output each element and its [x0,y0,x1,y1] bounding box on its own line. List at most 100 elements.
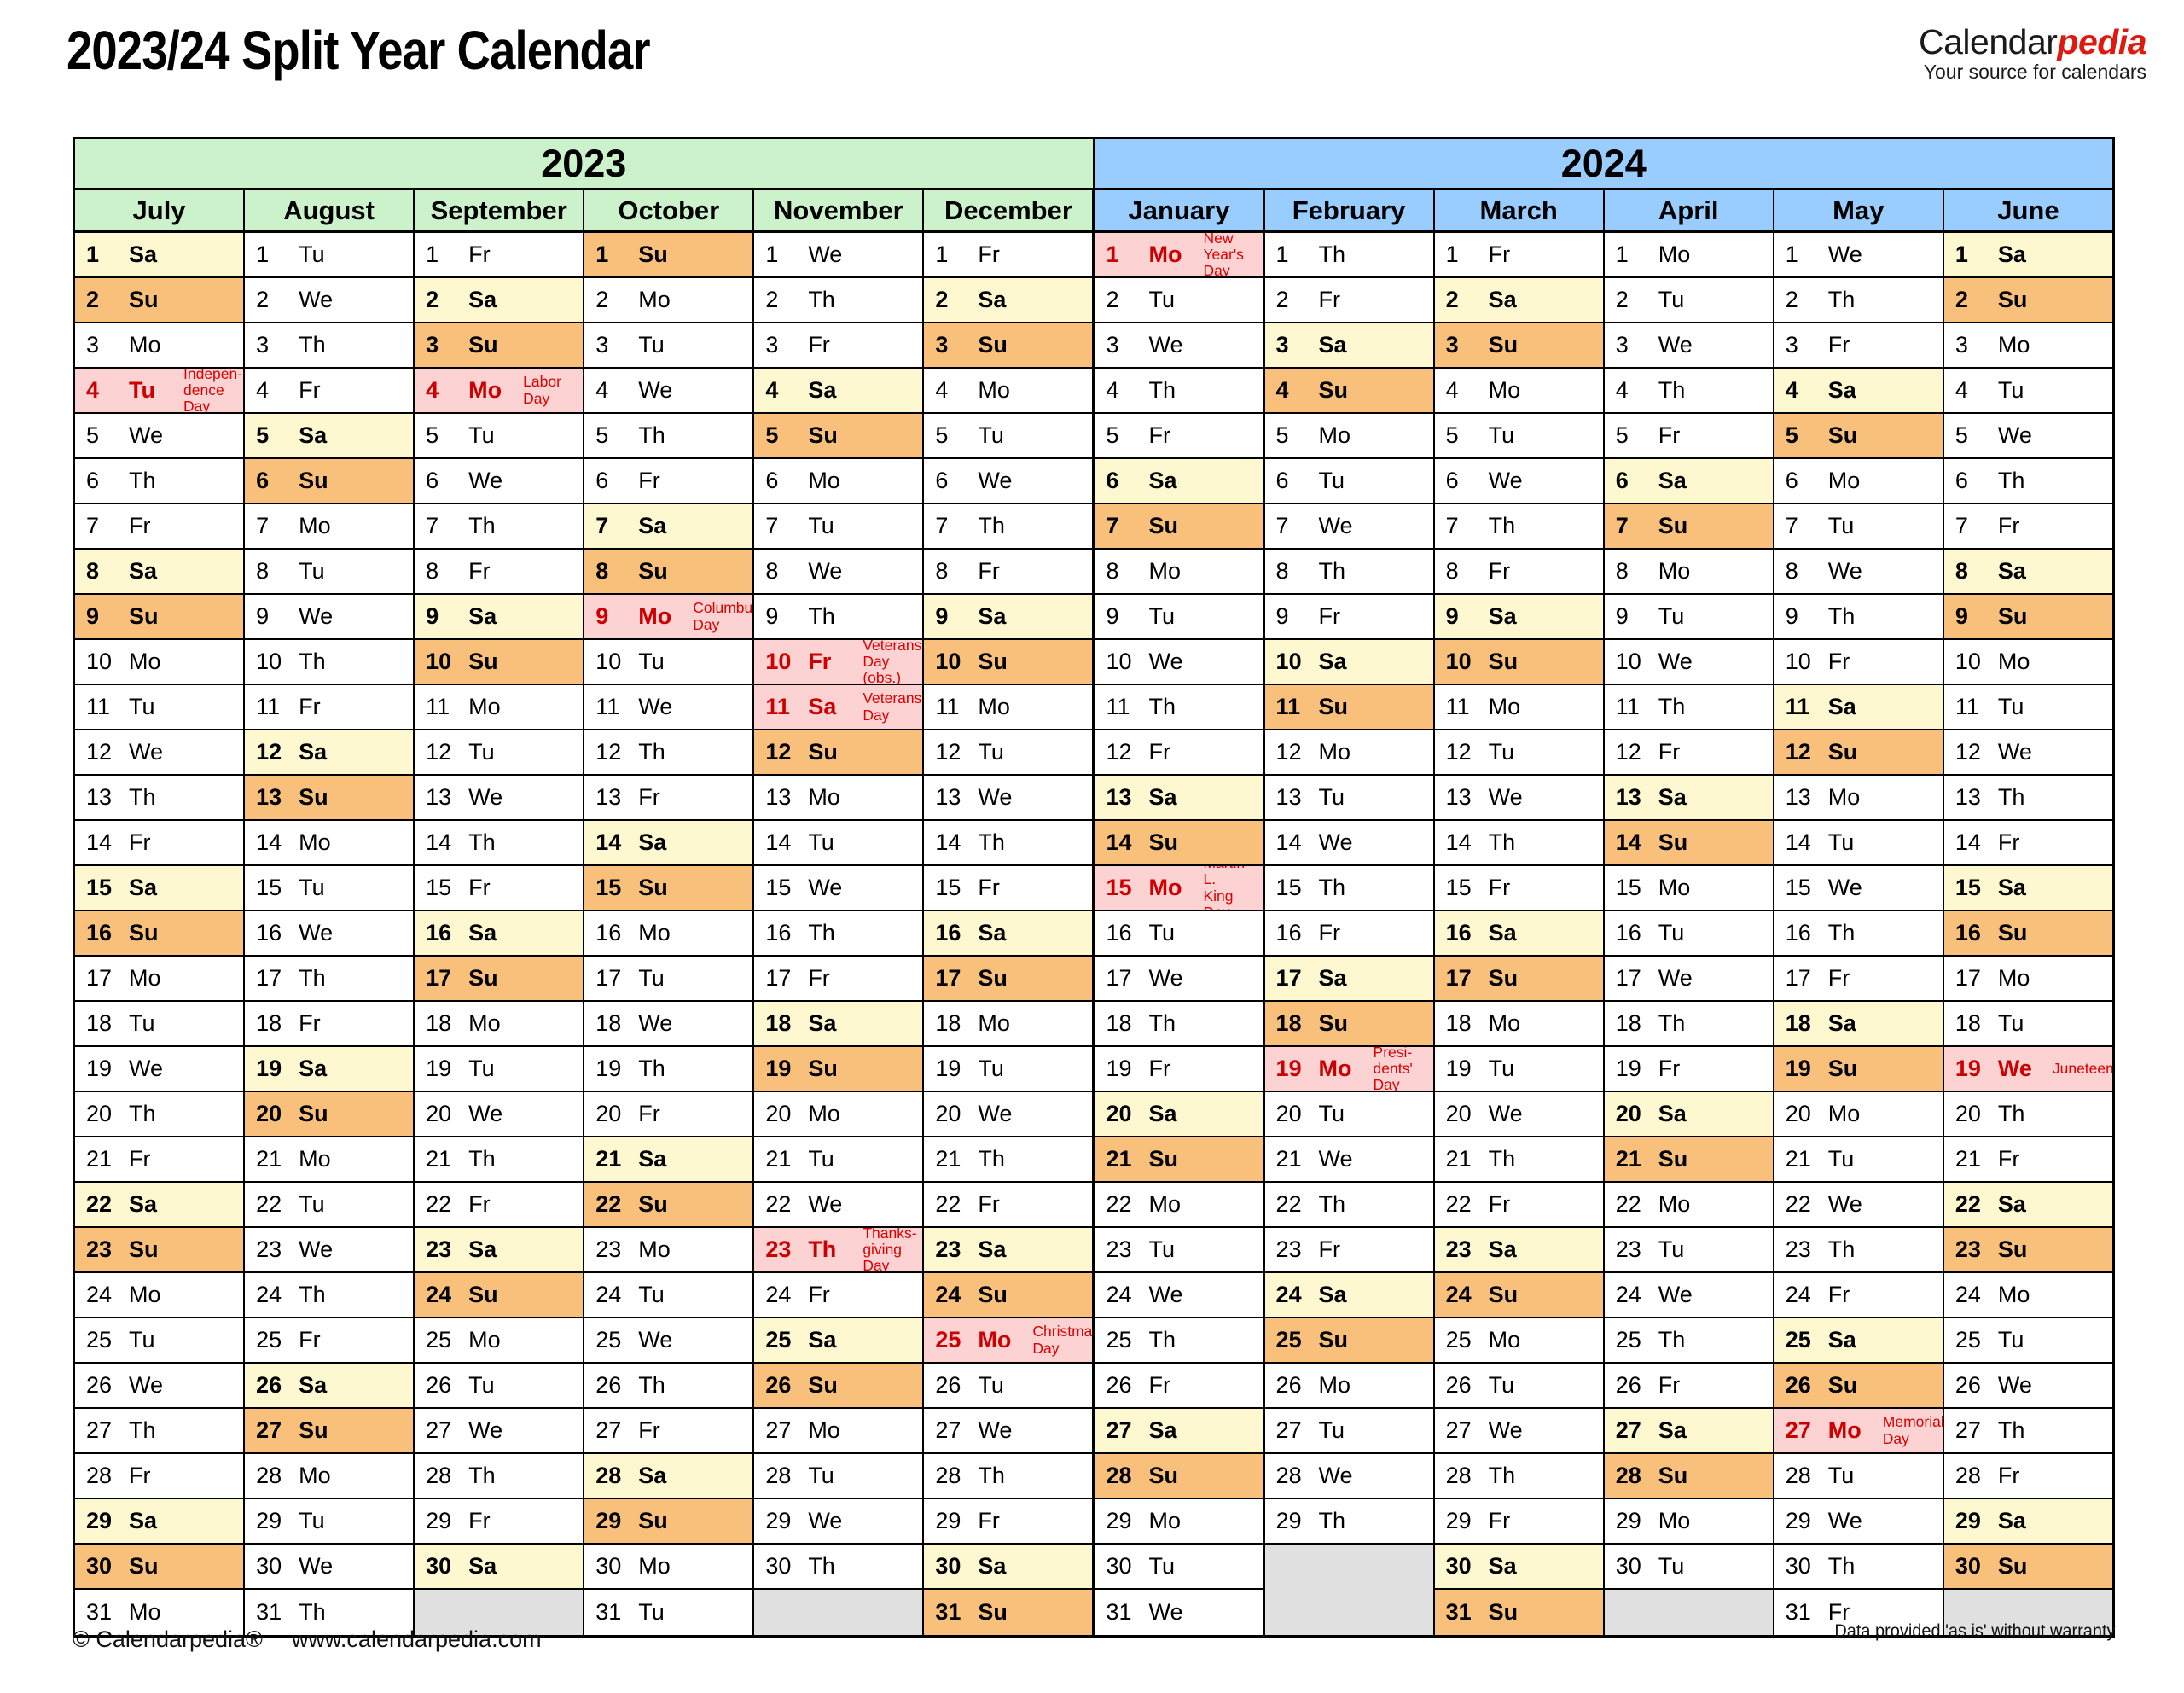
weekday-abbr: Tu [1148,287,1175,312]
day-cell-september-24: 24 Su [415,1273,584,1318]
day-cell-june-18: 18 Tu [1943,1002,2112,1047]
day-number: 18 [1106,1010,1132,1036]
weekday-abbr: Th [978,1146,1005,1172]
weekday-abbr: Fr [808,1282,830,1307]
weekday-abbr: Mo [1658,558,1691,584]
day-number: 17 [1275,965,1302,991]
holiday-label: Labor Day [523,373,561,407]
day-cell-december-25: 25 Mo Christmas Day [924,1318,1093,1364]
weekday-abbr: Sa [1148,1417,1177,1443]
day-number: 20 [595,1101,622,1126]
weekday-abbr: Mo [1148,1191,1181,1217]
day-number: 11 [595,694,620,719]
day-number: 3 [1106,332,1119,358]
weekday-abbr: Sa [978,1553,1007,1579]
day-number: 2 [1955,287,1968,312]
day-cell-may-2: 2 Th [1774,278,1943,323]
day-number: 7 [765,513,779,538]
weekday-abbr: Fr [129,513,151,538]
day-number: 24 [426,1282,452,1307]
day-number: 13 [765,784,792,810]
weekday-abbr: Sa [299,1372,328,1398]
day-cell-may-15: 15 We [1774,866,1943,911]
day-cell-december-7: 7 Th [924,504,1093,550]
day-cell-august-7: 7 Mo [245,504,414,550]
day-number: 13 [595,784,622,810]
day-cell-august-22: 22 Tu [245,1183,414,1228]
day-cell-august-15: 15 Tu [245,866,414,911]
day-cell-october-5: 5 Th [584,414,753,459]
day-cell-september-9: 9 Sa [415,595,584,640]
weekday-abbr: Tu [638,332,665,358]
day-cell-december-12: 12 Tu [924,730,1093,776]
day-cell-february-22: 22 Th [1264,1183,1433,1228]
day-number: 10 [1445,649,1472,674]
day-number: 24 [1445,1282,1472,1307]
day-number: 8 [86,558,100,584]
day-cell-february-23: 23 Fr [1264,1228,1433,1273]
holiday-label: Martin L. King Day [1203,866,1245,910]
weekday-abbr: Su [129,603,159,629]
weekday-abbr: Fr [1318,287,1341,312]
holiday-label: Columbus Day [693,599,753,633]
weekday-abbr: Mo [1488,1327,1521,1353]
day-cell-july-21: 21 Fr [75,1137,244,1183]
day-number: 17 [1785,965,1811,991]
day-number: 16 [1445,920,1472,945]
weekday-abbr: Fr [1318,603,1341,629]
day-cell-june-26: 26 We [1943,1364,2112,1409]
weekday-abbr: Su [638,241,668,267]
day-cell-december-15: 15 Fr [924,866,1093,911]
weekday-abbr: Tu [129,1327,155,1353]
day-cell-april-12: 12 Fr [1604,730,1773,776]
day-number: 5 [765,422,779,448]
day-cell-june-28: 28 Fr [1943,1454,2112,1499]
day-cell-december-13: 13 We [924,776,1093,821]
day-cell-april-10: 10 We [1604,640,1773,685]
day-cell-september-4: 4 Mo Labor Day [415,369,584,414]
day-number: 7 [935,513,949,538]
weekday-abbr: We [129,1056,164,1081]
day-number: 27 [595,1417,622,1443]
day-cell-may-10: 10 Fr [1774,640,1943,685]
weekday-abbr: Mo [129,649,161,674]
weekday-abbr: Fr [468,1508,491,1533]
weekday-abbr: Su [978,1599,1008,1625]
day-number: 10 [935,649,961,674]
day-cell-november-11: 11 Sa Veterans Day [754,685,923,730]
day-number: 22 [1785,1191,1811,1217]
weekday-abbr: Mo [299,1463,331,1488]
day-cell-january-27: 27 Sa [1095,1409,1263,1454]
day-number: 12 [256,739,282,765]
day-cell-august-3: 3 Th [245,323,414,369]
weekday-abbr: Su [468,649,498,674]
day-number: 6 [256,468,270,493]
day-number: 16 [1615,920,1641,945]
holiday-label: Thanks- giving Day [863,1228,917,1273]
weekday-abbr: Fr [808,965,830,991]
weekday-abbr: Tu [129,694,155,719]
day-number: 29 [935,1508,961,1533]
day-number: 28 [1615,1463,1641,1488]
weekday-abbr: Mo [1997,332,2030,358]
day-number: 21 [1275,1146,1302,1172]
day-number: 31 [1106,1599,1132,1625]
day-cell-october-9: 9 Mo Columbus Day [584,595,753,640]
day-cell-november-30: 30 Th [754,1545,923,1590]
day-number: 22 [86,1191,113,1217]
weekday-abbr: Fr [1997,829,2020,855]
day-cell-november-4: 4 Sa [754,369,923,414]
day-number: 5 [1955,422,1968,448]
weekday-abbr: Sa [1488,287,1517,312]
day-cell-july-15: 15 Sa [75,866,244,911]
day-number: 9 [1275,603,1289,629]
weekday-abbr: Fr [1997,1463,2020,1488]
month-column-july: July 1 Sa 2 Su 3 Mo 4 Tu Indepen- dence Day 5 We 6 Th… [75,188,244,1635]
weekday-abbr: We [299,920,334,945]
day-cell-may-23: 23 Th [1774,1228,1943,1273]
day-cell-january-20: 20 Sa [1095,1092,1263,1137]
day-number: 9 [595,603,609,629]
day-cell-november-8: 8 We [754,550,923,595]
weekday-abbr: Su [299,1101,328,1126]
day-number: 16 [1106,920,1132,945]
